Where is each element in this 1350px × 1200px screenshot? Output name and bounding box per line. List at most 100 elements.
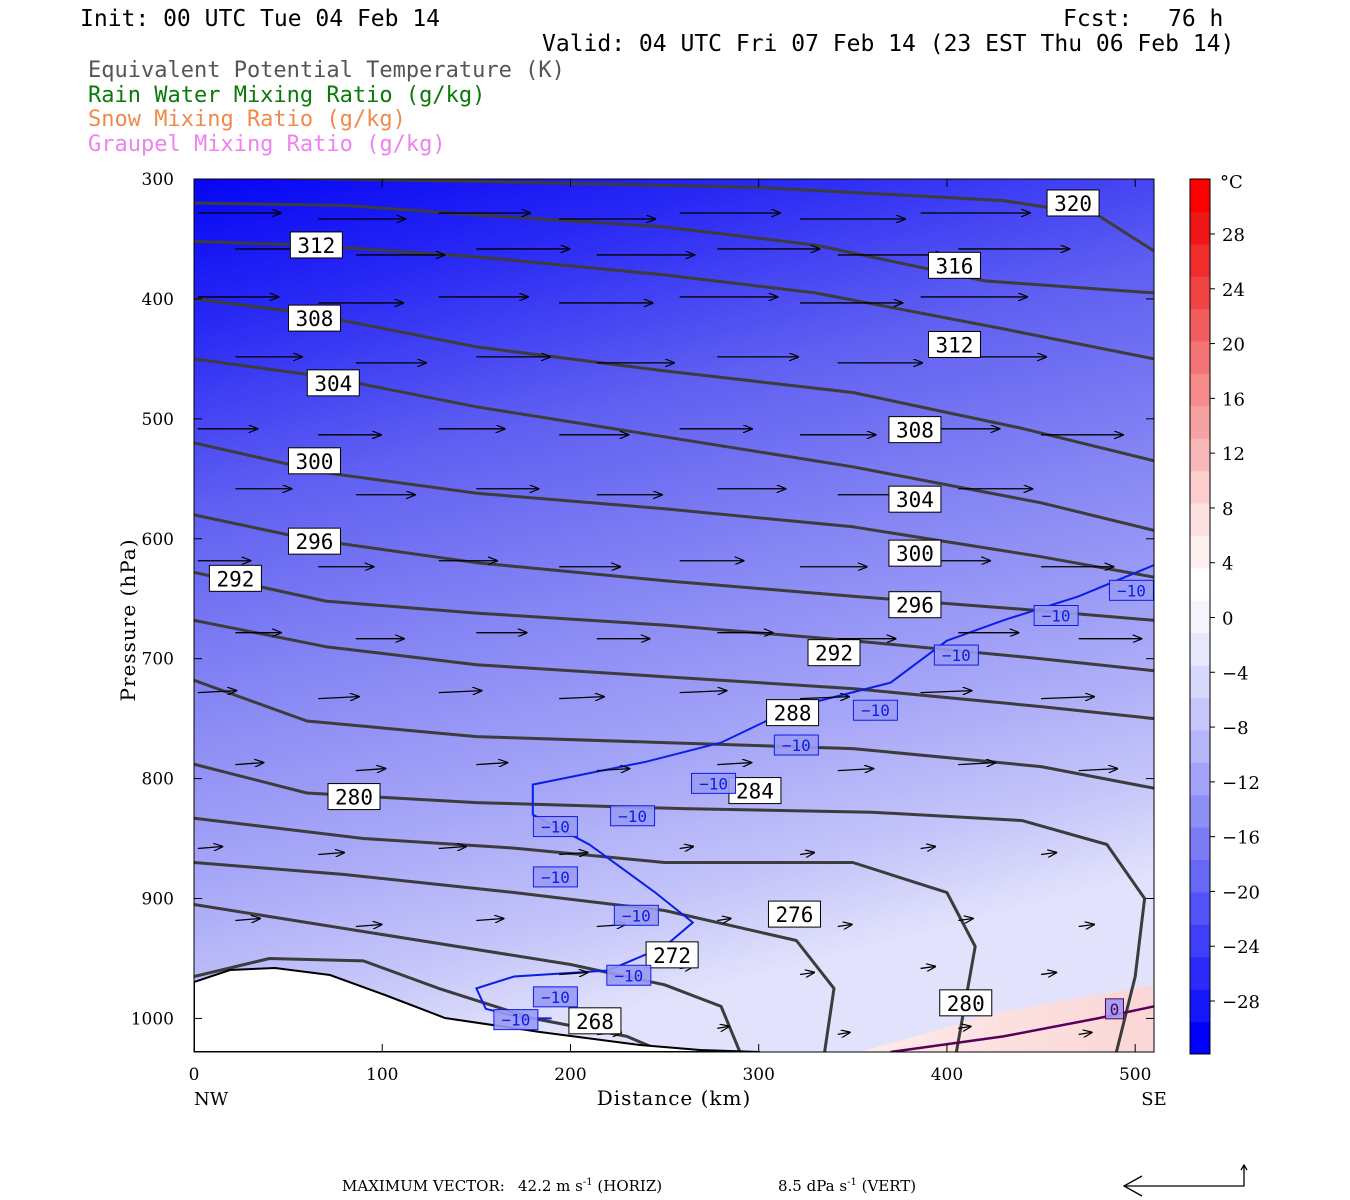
wind-vector (1078, 1032, 1092, 1034)
wind-vector (197, 691, 237, 693)
theta-e-label-box (208, 564, 262, 592)
theta-e-contour (194, 618, 1154, 721)
wind-vector (476, 918, 503, 920)
theta-e-label: 300 (296, 450, 334, 474)
theta-e-label-box (287, 447, 341, 475)
theta-e-label: 284 (736, 780, 774, 804)
theta-e-label: 312 (297, 234, 335, 258)
wind-vector (235, 763, 263, 765)
theta-e-label: 320 (1054, 192, 1092, 216)
y-tick-label: 1000 (131, 1009, 174, 1029)
theta-e-label-box (289, 231, 343, 259)
theta-e-label-box (888, 539, 942, 567)
wind-vector (596, 769, 630, 771)
theta-e-contour (194, 861, 836, 1052)
wind-vector (958, 918, 973, 920)
legend-snow: Snow Mixing Ratio (g/kg) (88, 107, 406, 132)
theta-e-label-box (645, 941, 699, 969)
max-vector-vertical: 8.5 dPa s-1 (VERT) (778, 1177, 916, 1195)
temperature-label-box (1104, 998, 1124, 1020)
wind-vector (958, 1026, 970, 1028)
legend-rain-water: Rain Water Mixing Ratio (g/kg) (88, 83, 486, 108)
temperature-label: −10 (541, 868, 570, 887)
theta-e-contour (194, 201, 1154, 295)
colorbar-tick-label: −28 (1222, 992, 1260, 1013)
colorbar-swatch (1190, 600, 1210, 634)
colorbar-tick-label: 8 (1222, 499, 1233, 520)
wind-vector (1041, 697, 1094, 699)
wind-vector (559, 697, 604, 699)
colorbar-swatch (1190, 405, 1210, 439)
warm-shading (860, 985, 1154, 1052)
temperature-label: −10 (541, 988, 570, 1007)
plot-frame (193, 178, 1155, 1053)
wind-vector (1078, 924, 1094, 926)
wind-vector (717, 763, 751, 765)
theta-e-label-box (327, 783, 381, 811)
colorbar-tick-label: −4 (1222, 663, 1249, 684)
y-axis-title: Pressure (hPa) (116, 539, 140, 702)
theta-e-label: 280 (947, 992, 985, 1016)
theta-e-contour (194, 570, 1154, 673)
wind-vector (438, 847, 466, 849)
forecast-hour-label: Fcst: (1063, 6, 1133, 32)
horiz-tag: (HORIZ) (597, 1177, 663, 1195)
colorbar-swatch (1190, 989, 1210, 1023)
temperature-label: −10 (782, 736, 811, 755)
colorbar-swatch (1190, 762, 1210, 796)
terrain (194, 966, 761, 1052)
wind-vector (958, 763, 995, 765)
y-tick-label: 300 (142, 170, 174, 190)
colorbar-swatch (1190, 211, 1210, 245)
theta-e-label: 296 (896, 594, 934, 618)
legend-graupel: Graupel Mixing Ratio (g/kg) (88, 132, 446, 157)
x-end-label-se: SE (1141, 1089, 1166, 1110)
colorbar-tick-label: −24 (1222, 937, 1260, 958)
colorbar-frame (1189, 178, 1211, 1055)
wind-vector (717, 1026, 728, 1028)
temperature-label: 0 (1110, 1000, 1120, 1019)
theta-e-label: 288 (774, 702, 812, 726)
temperature-label-box (773, 734, 819, 756)
y-tick-label: 700 (142, 650, 174, 670)
temperature-label: −10 (541, 818, 570, 837)
theta-e-label-box (927, 251, 981, 279)
wind-vector (476, 763, 507, 765)
colorbar-swatch (1190, 276, 1210, 310)
temperature-label-box (532, 816, 578, 838)
max-vector-label: MAXIMUM VECTOR: (342, 1177, 505, 1195)
temperature-label-box (613, 904, 659, 926)
colorbar-swatch (1190, 729, 1210, 763)
temperature-label-box (933, 644, 979, 666)
colorbar-swatch (1190, 535, 1210, 569)
temperature-label-box (606, 964, 652, 986)
theta-e-label: 308 (896, 419, 934, 443)
horiz-exponent: -1 (582, 1177, 593, 1188)
colorbar-swatch (1190, 470, 1210, 504)
colorbar-swatch (1190, 503, 1210, 536)
horiz-value: 42.2 m s (518, 1177, 583, 1195)
temperature-label-box (532, 986, 578, 1008)
x-end-label-nw: NW (194, 1089, 229, 1110)
colorbar-swatch (1190, 859, 1210, 893)
theta-e-label-box (306, 369, 360, 397)
colorbar-tick-label: 28 (1222, 225, 1245, 246)
theta-e-label: 304 (896, 488, 934, 512)
wind-vector (559, 972, 587, 974)
wind-vector (1040, 972, 1056, 974)
wind-vector (800, 853, 814, 855)
wind-vector (920, 691, 972, 693)
theta-e-label-box (568, 1007, 622, 1035)
theta-e-label-box (888, 416, 942, 444)
colorbar-swatch (1190, 341, 1210, 374)
colorbar-tick-label: 16 (1222, 389, 1245, 410)
colorbar-tick-label: 4 (1222, 554, 1233, 575)
wind-vector (920, 847, 936, 849)
valid-time: Valid: 04 UTC Fri 07 Feb 14 (23 EST Thu … (542, 31, 1235, 57)
wind-vector (559, 853, 587, 855)
cross-section-chart: 3123083043002962922802682722762802842882… (116, 170, 1260, 1110)
vert-tag: (VERT) (861, 1177, 917, 1195)
colorbar-swatch (1190, 794, 1210, 828)
temperature-label-box (493, 1009, 539, 1031)
wind-vector (920, 966, 936, 968)
